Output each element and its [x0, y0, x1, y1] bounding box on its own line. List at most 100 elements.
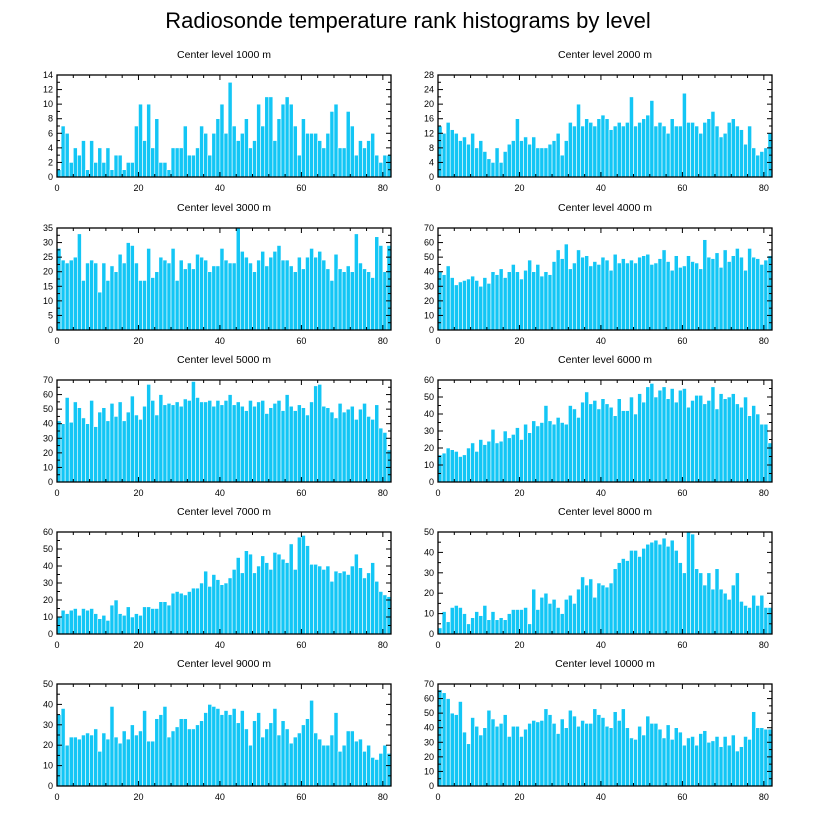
bar — [182, 594, 188, 635]
bar — [580, 401, 585, 483]
bar — [730, 584, 736, 635]
bar — [669, 269, 675, 331]
bar — [645, 253, 651, 331]
bar — [195, 587, 200, 635]
y-tick-label: 20 — [43, 740, 53, 750]
bar — [445, 447, 451, 483]
bar — [604, 259, 610, 331]
bar — [288, 742, 294, 787]
y-tick-label: 70 — [43, 375, 53, 385]
bar — [657, 389, 663, 483]
x-tick-label: 20 — [514, 183, 524, 193]
bar — [170, 248, 176, 331]
panel-title: Center level 6000 m — [558, 354, 652, 366]
bar — [588, 122, 594, 178]
bar — [669, 739, 675, 787]
bar — [280, 103, 286, 178]
y-tick-label: 40 — [43, 699, 53, 709]
bar — [600, 256, 606, 331]
bar — [726, 744, 732, 787]
bar — [592, 708, 598, 787]
bar — [309, 401, 314, 483]
bar — [260, 555, 266, 635]
y-tick-label: 10 — [424, 609, 434, 619]
bar — [576, 588, 581, 635]
bar — [490, 271, 496, 331]
bar — [759, 423, 765, 483]
bar — [641, 255, 647, 331]
bar — [706, 572, 712, 635]
bar — [370, 132, 376, 178]
bar — [506, 613, 512, 635]
x-tick-label: 80 — [378, 640, 388, 650]
bar — [743, 269, 748, 331]
panel-2000m: Center level 2000 m 0 4 8 12 16 20 24 28 0 20 40 60 8… — [424, 49, 773, 193]
bar — [604, 586, 610, 635]
bar — [547, 143, 553, 178]
bar — [366, 271, 371, 331]
y-tick-label: 10 — [43, 462, 53, 472]
bar — [223, 582, 229, 635]
bar — [195, 724, 200, 787]
bar — [72, 608, 78, 635]
panel-5000m: Center level 5000 m 0 10 20 30 40 50 60 70 0 20 40 6… — [43, 354, 392, 498]
bar — [252, 720, 257, 787]
bar — [268, 407, 274, 483]
bar — [292, 410, 298, 483]
bar — [264, 562, 270, 635]
bar — [138, 730, 143, 787]
y-tick-label: 2 — [48, 157, 53, 167]
bar — [568, 268, 573, 331]
bar — [321, 569, 327, 635]
bar — [449, 277, 455, 331]
bar — [154, 608, 160, 635]
bar — [747, 248, 752, 331]
bar — [706, 118, 712, 178]
bar — [519, 736, 524, 787]
panel-title: Center level 2000 m — [558, 49, 652, 61]
bar — [763, 423, 769, 483]
bar — [730, 118, 736, 178]
bar — [726, 122, 732, 178]
bar — [280, 720, 286, 787]
y-tick-label: 0 — [48, 172, 53, 182]
bar — [441, 452, 447, 483]
bar — [150, 400, 156, 483]
bar — [751, 594, 757, 635]
x-tick-label: 40 — [596, 488, 606, 498]
bar — [568, 122, 573, 178]
bar — [686, 255, 691, 331]
bar — [146, 384, 151, 483]
bar — [502, 151, 508, 178]
panel-3000m: Center level 3000 m 0 5 10 15 20 25 30 35 0 20 40 60… — [43, 202, 392, 346]
bar — [121, 262, 127, 331]
bar — [382, 154, 388, 178]
bar — [698, 733, 704, 787]
bar — [199, 401, 204, 483]
bar — [199, 125, 204, 178]
bar — [441, 132, 447, 178]
bar — [527, 723, 532, 787]
bar — [378, 245, 384, 331]
bar — [657, 258, 663, 331]
bar — [162, 601, 168, 635]
bar — [170, 147, 176, 178]
bar — [354, 233, 359, 331]
bar — [60, 708, 66, 787]
bar — [665, 261, 671, 331]
bar — [584, 118, 590, 178]
bar — [121, 614, 127, 635]
y-tick-label: 0 — [429, 629, 434, 639]
bar — [72, 736, 78, 787]
bar — [109, 706, 115, 787]
bar — [333, 417, 339, 483]
bar — [453, 132, 459, 178]
bar — [539, 275, 545, 331]
bar — [211, 405, 217, 483]
bar — [378, 427, 384, 483]
bar — [755, 258, 761, 331]
bar — [690, 736, 695, 787]
bar — [494, 274, 500, 331]
bar — [474, 725, 480, 787]
bar — [101, 407, 107, 483]
